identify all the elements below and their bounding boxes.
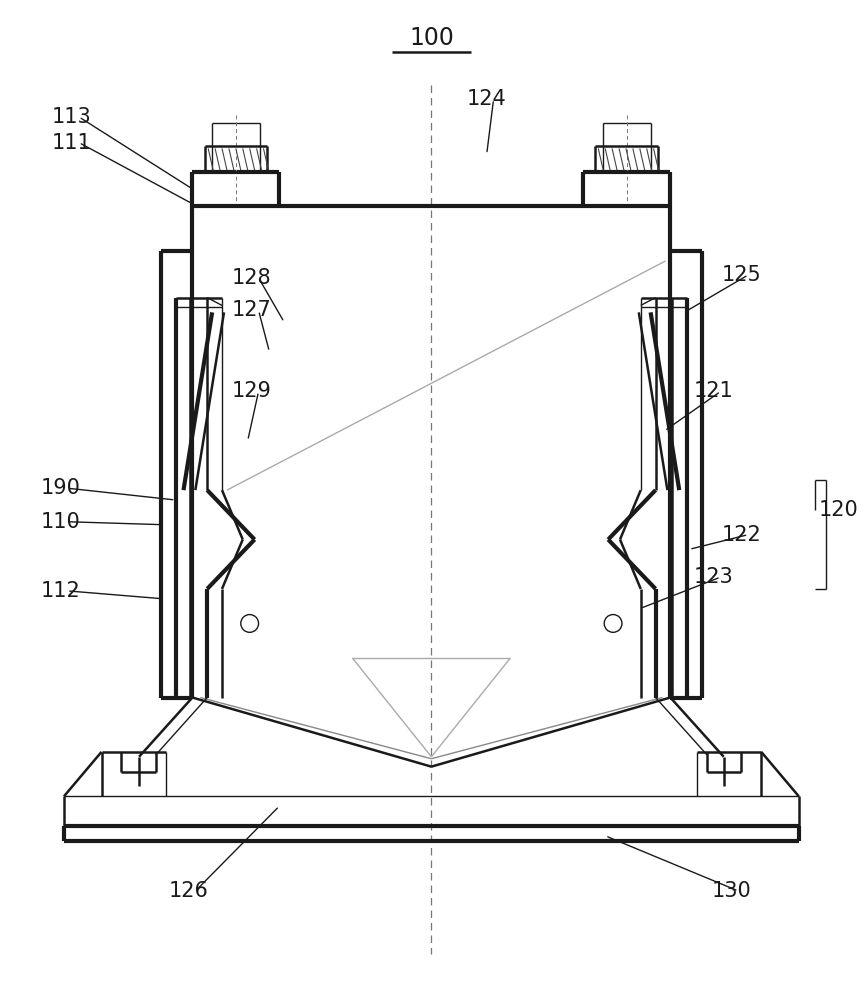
Text: 126: 126 — [168, 881, 208, 901]
Text: 120: 120 — [819, 500, 858, 520]
Text: 129: 129 — [232, 381, 272, 401]
Text: 122: 122 — [721, 525, 761, 545]
Text: 100: 100 — [409, 26, 454, 50]
Text: 124: 124 — [467, 89, 507, 109]
Text: 123: 123 — [694, 567, 733, 587]
Text: 112: 112 — [40, 581, 80, 601]
Text: 130: 130 — [712, 881, 752, 901]
Text: 111: 111 — [52, 133, 92, 153]
Text: 110: 110 — [40, 512, 80, 532]
Text: 113: 113 — [52, 107, 92, 127]
Text: 128: 128 — [232, 268, 272, 288]
Text: 190: 190 — [40, 478, 80, 498]
Text: 121: 121 — [694, 381, 733, 401]
Text: 125: 125 — [721, 265, 761, 285]
Text: 127: 127 — [232, 300, 272, 320]
